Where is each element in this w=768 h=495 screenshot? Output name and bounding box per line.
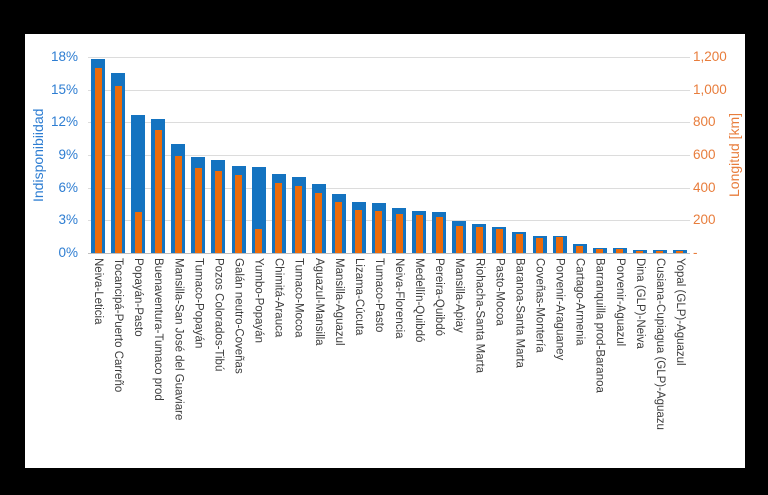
category-label: Mansilla-Aguazul [332,258,345,346]
category-label: Galán neutro-Coveñas [232,258,245,374]
gridline [88,187,690,189]
category-label: Popayán-Pasto [132,258,145,337]
category-label: Cartago-Armenia [573,258,586,346]
category-label: Dina (GLP)-Neiva [633,258,646,349]
category-label: Yopal (GLP)-Aguazul [673,258,686,366]
category-label: Riohacha-Santa Marta [473,258,486,374]
bar-longitud [395,213,403,253]
bar-longitud [596,248,604,253]
bar-longitud [576,246,584,253]
bar-longitud [536,238,543,253]
left-tick-label: 0% [58,245,78,260]
bar-longitud [455,226,463,253]
right-tick-label: 200 [693,212,716,228]
category-label: Buenaventura-Tumaco prod [152,258,165,401]
bar-longitud [676,251,684,253]
category-label: Tumaco-Popayán [192,258,205,349]
category-label: Tumaco-Pasto [372,258,385,333]
bar-longitud [134,212,142,253]
left-tick-label: 12% [50,114,78,130]
bar-longitud [475,226,483,253]
bar-longitud [174,155,182,253]
x-axis-line [88,253,690,254]
bar-longitud [235,175,242,253]
bar-longitud [636,250,644,253]
bar-longitud [435,217,443,253]
bar-longitud [656,251,664,253]
gridline [88,122,690,124]
category-label: Pasto-Mocoa [493,258,506,326]
gridline [88,220,690,222]
bar-longitud [515,234,523,253]
category-label: Porvenir-Araguaney [553,258,566,361]
bar-longitud [295,186,303,253]
bar-longitud [154,129,162,253]
bar-longitud [355,209,363,253]
category-label: Mansilla-Apiay [453,258,466,333]
category-label: Yumbo-Popayán [252,258,265,344]
bar-longitud [255,229,263,253]
left-tick-label: 6% [58,179,78,195]
bar-longitud [556,237,564,253]
category-label: Tocancipá-Puerto Carreño [112,258,125,393]
category-label: Pereira-Quibdó [433,258,446,336]
bar-longitud [315,192,323,253]
gridline [88,89,690,91]
right-tick-label: - [693,245,698,260]
gridline [88,155,690,156]
gridline [88,57,690,58]
left-tick-label: 3% [58,212,78,228]
category-label: Porvenir-Aguazul [613,258,626,347]
plot-area [88,57,690,254]
bar-longitud [616,248,624,253]
category-label: Neiva-Florencia [393,258,406,339]
right-tick-label: 600 [693,147,716,162]
category-label: Aguazul-Mansilla [312,258,325,346]
bar-longitud [415,215,423,253]
bar-longitud [495,229,503,253]
category-label: Cusiana-Cupiagua (GLP)-Aguazu [653,258,666,430]
bar-longitud [114,86,122,253]
chart-panel: Indisponibiidad Longitud [km] 0% 3% 6% 9% 12… [25,34,745,468]
left-tick-label: 9% [58,147,78,162]
left-tick-label: 15% [50,81,78,97]
category-label: Baranoa-Santa Marta [513,258,526,368]
category-label: Lizama-Cúcuta [352,258,365,336]
category-label: Neiva-Leticia [92,258,105,325]
category-label: Chimitá-Arauca [272,258,285,338]
bar-longitud [335,202,343,253]
right-tick-label: 400 [693,179,716,195]
bar-longitud [214,170,222,253]
category-label: Mansilla-San José del Guaviare [172,258,185,421]
bar-longitud [375,210,383,253]
right-tick-label: 1,000 [693,81,727,97]
category-label: Pozos Colorados-Tibú [212,258,225,372]
right-tick-label: 1,200 [693,49,727,64]
category-label: Medellín-Quibdó [413,258,426,343]
left-tick-label: 18% [50,49,78,64]
bar-longitud [94,68,102,253]
category-label: Barranquilla prod-Baranoa [593,258,606,393]
bar-longitud [194,168,202,253]
category-label: Coveñas-Montería [533,258,546,353]
right-axis-title: Longitud [km] [726,112,742,198]
bar-longitud [275,182,283,253]
category-label: Tumaco-Mocoa [292,258,305,338]
right-tick-label: 800 [693,114,716,130]
